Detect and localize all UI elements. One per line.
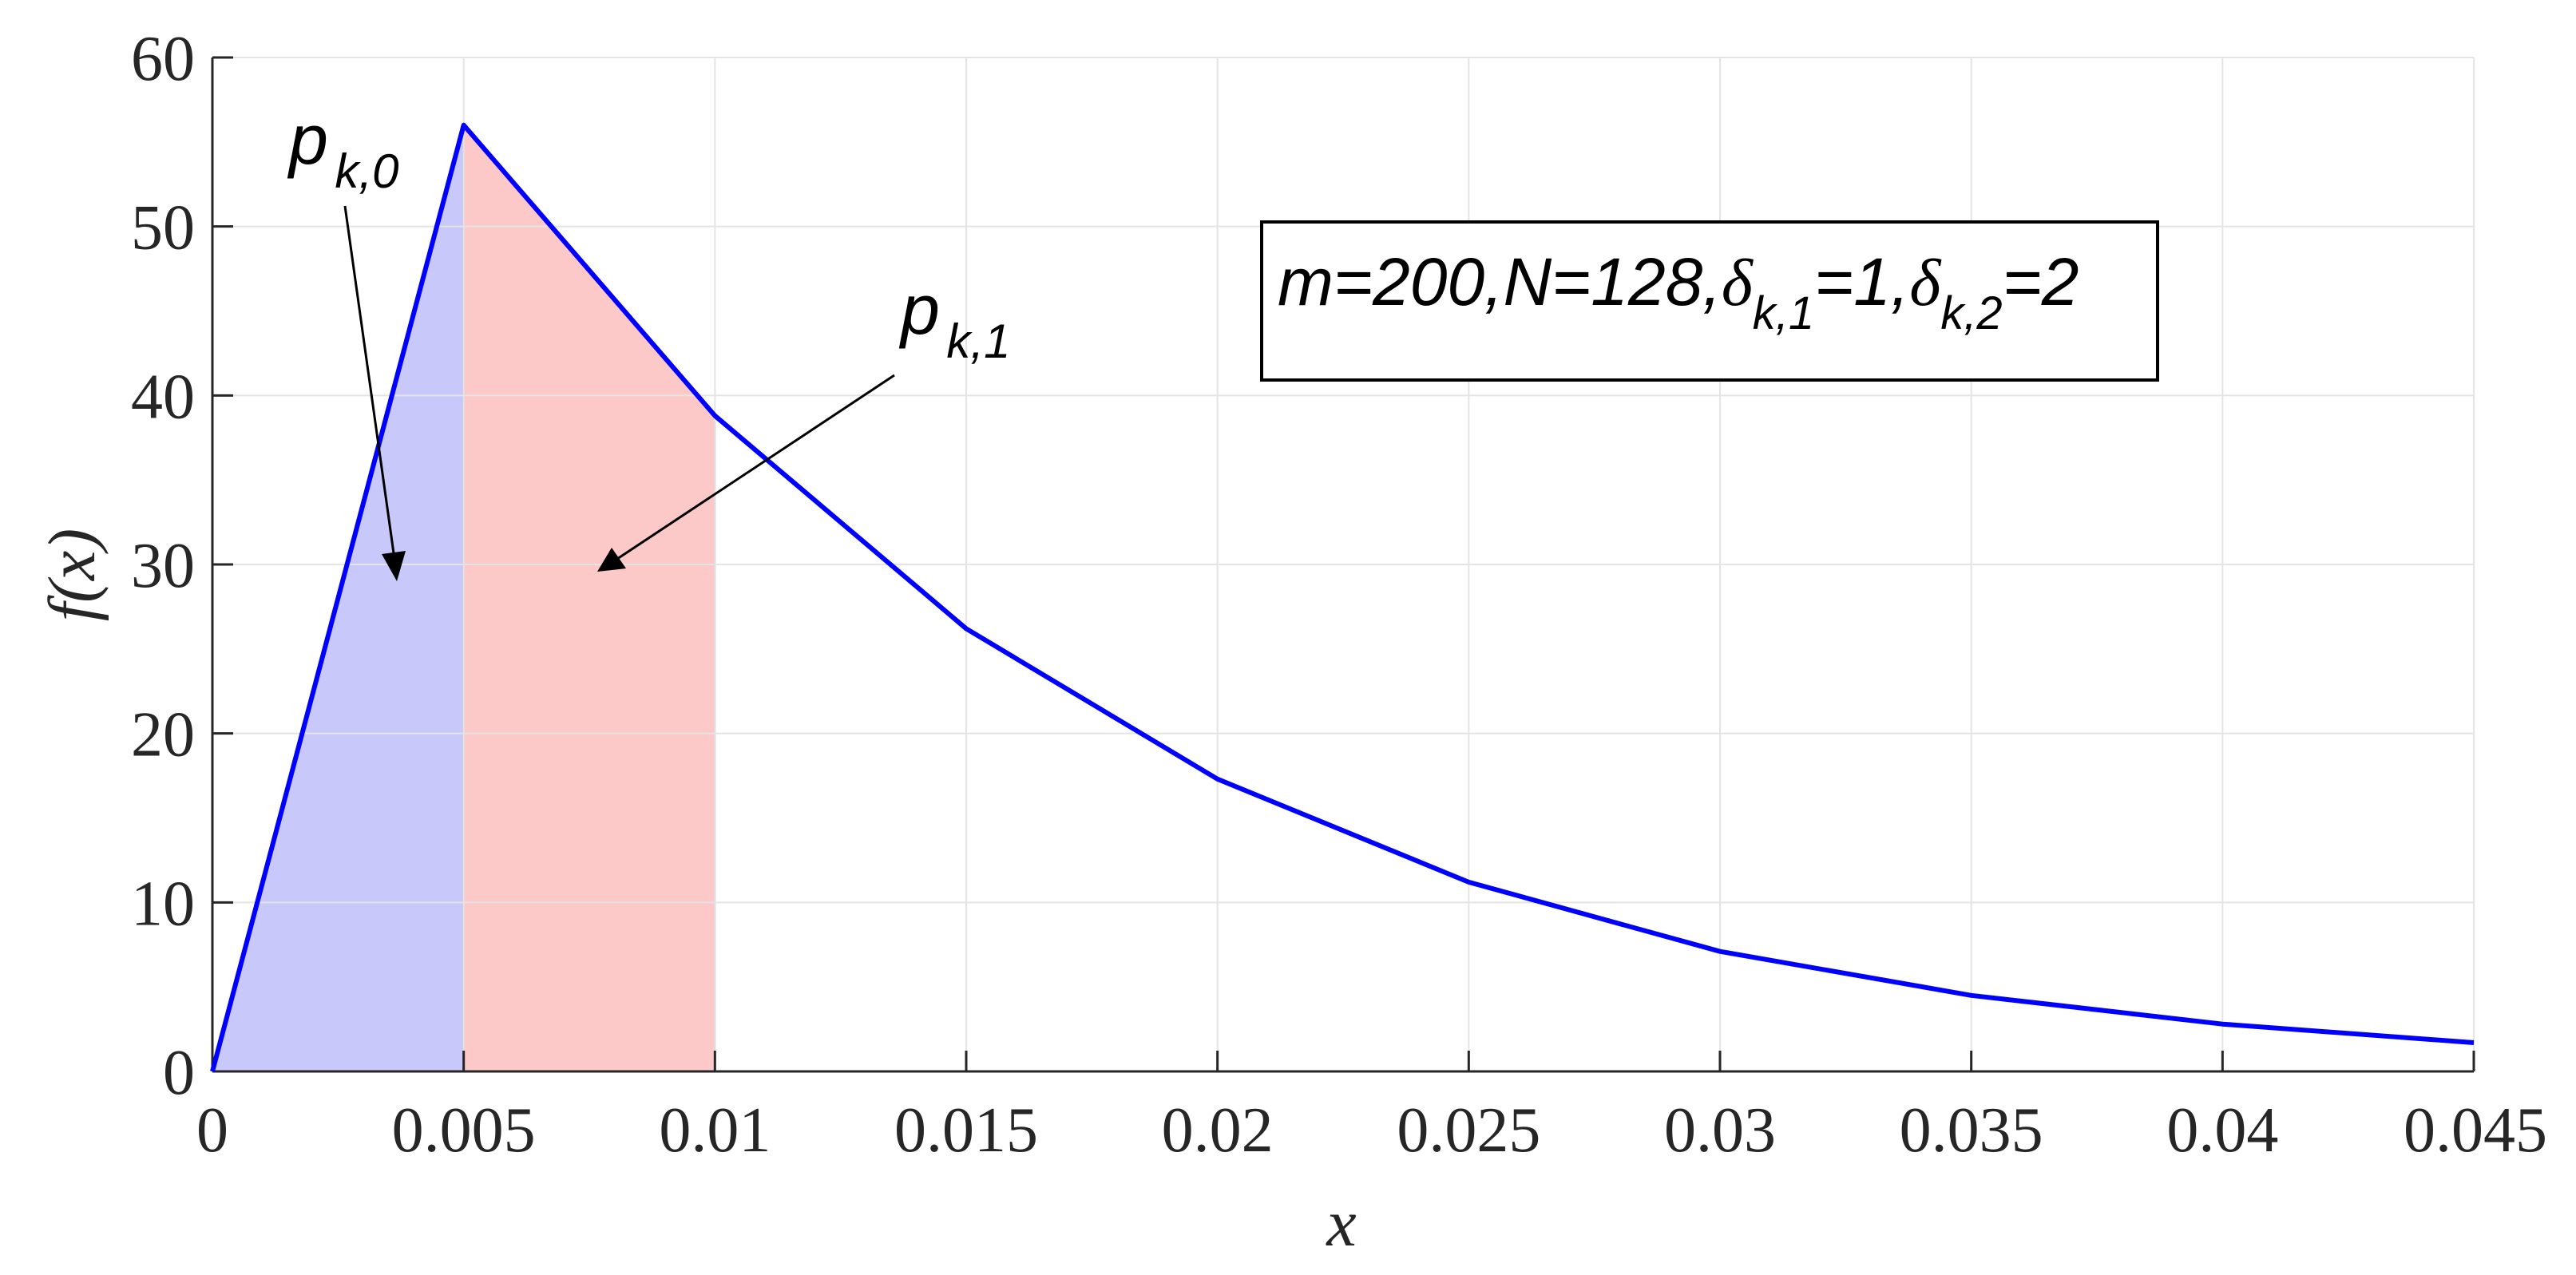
series: [210, 122, 2475, 1072]
arrow-p-k1: [597, 374, 895, 572]
region-label-p-k0-sub: k,0: [335, 145, 398, 198]
param-part-3: k,1: [1753, 287, 1814, 339]
parameter-box: [1260, 220, 2159, 382]
region-label-p-k0: p k,0: [287, 100, 398, 198]
region-label-p-k1-main: p: [898, 270, 940, 349]
param-part-6: k,2: [1940, 287, 2002, 339]
parameter-box-text: m=200,N=128,δk,1=1,δk,2=2: [1278, 244, 2079, 339]
y-tick-label-0: 0: [163, 1038, 195, 1108]
x-tick-label-2: 0.01: [659, 1095, 771, 1166]
param-part-7: =2: [2003, 244, 2079, 319]
param-part-2: δ: [1722, 246, 1754, 320]
x-tick-label-4: 0.02: [1162, 1095, 1274, 1166]
y-axis-label: f(x): [35, 529, 109, 622]
x-tick-label-6: 0.03: [1664, 1095, 1776, 1166]
x-tick-label-3: 0.015: [894, 1095, 1038, 1166]
x-tick-label-0: 0: [196, 1095, 228, 1166]
arrow-p-k0: [343, 205, 406, 581]
x-tick-label-7: 0.035: [1900, 1095, 2043, 1166]
y-tick-label-4: 40: [131, 362, 195, 432]
x-tick-label-1: 0.005: [392, 1095, 536, 1166]
series-line-0: [210, 122, 2475, 1072]
tick-labels: 0 0.005 0.01 0.015 0.02 0.025 0.03 0.035 0.04 0.0…: [131, 24, 2547, 1166]
y-tick-label-1: 10: [131, 869, 195, 939]
region-label-p-k1: p k,1: [898, 270, 1010, 368]
y-tick-label-2: 20: [131, 700, 195, 770]
param-part-4: =1,: [1814, 244, 1909, 319]
y-tick-label-5: 50: [131, 193, 195, 263]
x-tick-label-9: 0.045: [2404, 1095, 2547, 1166]
y-tick-label-3: 30: [131, 531, 195, 601]
y-tick-label-6: 60: [131, 24, 195, 94]
axes: [211, 56, 2475, 1073]
region-label-p-k0-main: p: [287, 100, 328, 179]
x-tick-label-5: 0.025: [1397, 1095, 1540, 1166]
param-part-1: m=200,N=128,: [1278, 244, 1722, 319]
x-axis-label: x: [1325, 1186, 1356, 1261]
region-label-p-k1-sub: k,1: [946, 315, 1010, 368]
x-tick-label-8: 0.04: [2166, 1095, 2278, 1166]
param-part-5: δ: [1909, 246, 1942, 320]
shaded-region-1: [463, 125, 715, 1072]
